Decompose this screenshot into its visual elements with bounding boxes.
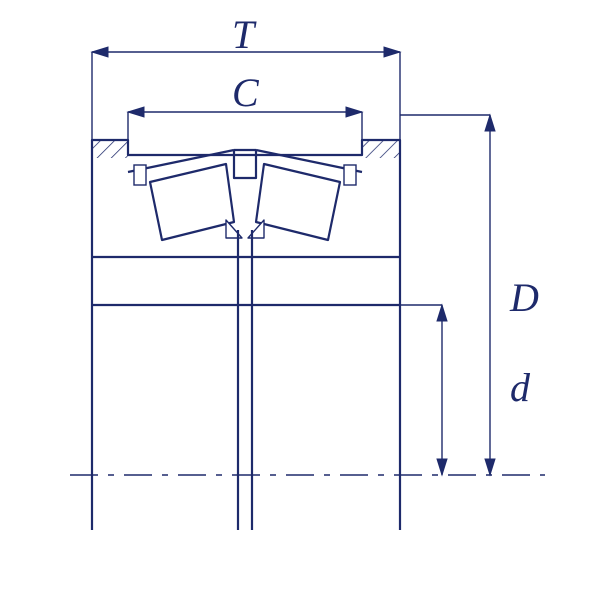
label-D: D — [510, 278, 539, 318]
label-T: T — [232, 15, 254, 55]
label-C: C — [232, 73, 259, 113]
label-d: d — [510, 368, 530, 408]
diagram-stage: T C D d — [0, 0, 600, 600]
